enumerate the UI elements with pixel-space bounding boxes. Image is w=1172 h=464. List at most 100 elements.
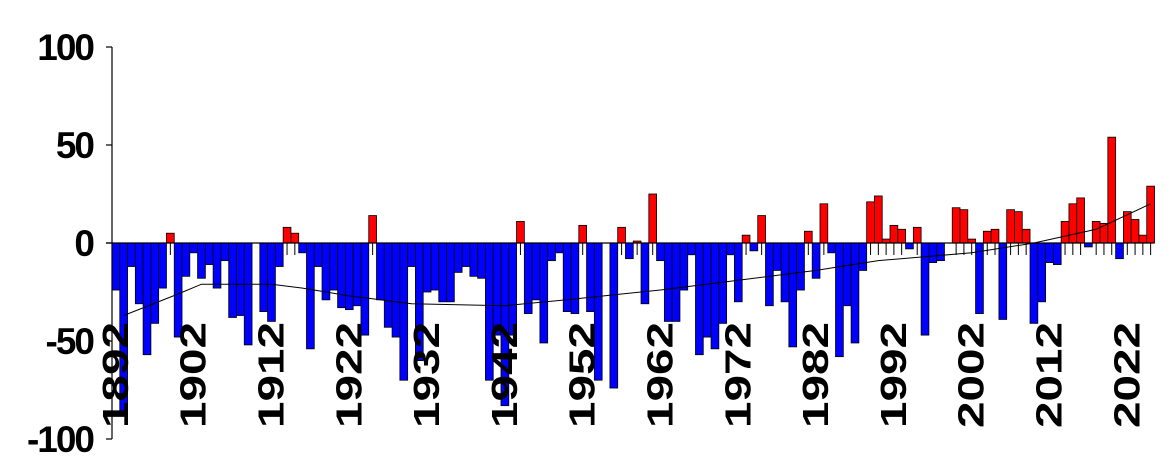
bar-1939 xyxy=(477,242,486,279)
bar-2025 xyxy=(1146,185,1155,244)
y-tick-label: 0 xyxy=(74,223,94,264)
bar-1943 xyxy=(508,242,517,336)
bar-1995 xyxy=(912,226,922,244)
bar-1981 xyxy=(804,230,813,244)
bar-1936 xyxy=(453,242,463,273)
bar-1952 xyxy=(578,224,587,244)
bar-2020 xyxy=(1107,136,1117,244)
bar-1980 xyxy=(796,242,805,291)
bar-1913 xyxy=(274,242,284,267)
bar-1918 xyxy=(313,242,323,267)
bar-1982 xyxy=(811,242,821,279)
bar-1965 xyxy=(679,242,689,291)
bar-1974 xyxy=(749,242,759,252)
x-tick-label: 1892 xyxy=(95,322,136,428)
bar-1904 xyxy=(204,242,214,265)
bar-1984 xyxy=(827,242,836,254)
bar-1958 xyxy=(625,242,634,260)
bar-1914 xyxy=(282,226,292,244)
bar-1898 xyxy=(158,242,167,289)
bar-1957 xyxy=(617,226,626,244)
bar-1934 xyxy=(438,242,447,303)
bar-1978 xyxy=(780,242,790,303)
bar-1899 xyxy=(166,232,175,244)
bar-1907 xyxy=(228,242,237,318)
bar-2009 xyxy=(1021,228,1031,244)
bar-1930 xyxy=(407,242,416,267)
bar-2016 xyxy=(1076,197,1085,244)
bar-1990 xyxy=(874,195,883,244)
bar-1901 xyxy=(181,242,191,277)
bar-1941 xyxy=(492,242,502,336)
bar-1962 xyxy=(656,242,665,262)
y-tick-label: -50 xyxy=(46,321,95,362)
bar-1921 xyxy=(337,242,346,309)
y-axis-ticks: 100 50 0 -50 -100 xyxy=(27,27,112,460)
trend-line xyxy=(123,203,1151,316)
bar-1920 xyxy=(329,242,339,291)
bar-1993 xyxy=(897,228,906,244)
bar-1949 xyxy=(555,242,564,254)
bar-1894 xyxy=(127,242,136,267)
bar-2015 xyxy=(1068,203,1078,244)
bar-1960 xyxy=(640,242,650,305)
bar-1970 xyxy=(718,242,728,324)
bar-1975 xyxy=(757,215,766,244)
x-axis-labels: 1892 1902 1912 1922 1932 1942 1952 1962 1972 1982… xyxy=(95,322,1147,428)
bar-1964 xyxy=(671,242,681,322)
bar-1922 xyxy=(344,242,354,311)
bar-1896 xyxy=(142,242,152,356)
bar-1915 xyxy=(290,232,300,244)
bar-1987 xyxy=(850,242,860,344)
bar-2011 xyxy=(1037,242,1046,303)
bar-1927 xyxy=(383,242,393,328)
bar-1906 xyxy=(220,242,230,262)
bar-2012 xyxy=(1045,242,1054,264)
bar-1926 xyxy=(376,242,385,301)
bar-1944 xyxy=(516,221,525,244)
bar-1937 xyxy=(461,242,471,267)
bar-1933 xyxy=(430,242,440,291)
bar-2018 xyxy=(1091,221,1101,244)
bar-1902 xyxy=(189,242,198,254)
bar-2014 xyxy=(1060,221,1070,244)
x-tick-label: 1942 xyxy=(484,322,525,428)
bar-1988 xyxy=(858,242,868,271)
bar-1925 xyxy=(368,215,377,244)
bar-1971 xyxy=(726,242,735,256)
bar-1897 xyxy=(150,242,160,324)
bar-1966 xyxy=(687,242,696,256)
x-tick-label: 1962 xyxy=(640,322,681,428)
x-tick-label: 2022 xyxy=(1106,322,1147,428)
bar-2007 xyxy=(1006,209,1015,244)
bar-2003 xyxy=(975,242,984,314)
y-tick-label: 50 xyxy=(56,125,95,166)
bar-1946 xyxy=(531,242,541,301)
bar-1961 xyxy=(648,193,658,244)
bar-2005 xyxy=(990,228,1000,244)
x-tick-label: 1972 xyxy=(717,322,758,428)
bar-1963 xyxy=(663,242,673,322)
bar-1916 xyxy=(298,242,307,254)
x-tick-label: 2012 xyxy=(1029,322,1070,428)
bar-1903 xyxy=(197,242,206,279)
bar-1953 xyxy=(586,242,595,312)
bar-1892 xyxy=(111,242,121,291)
bar-1994 xyxy=(905,242,914,250)
bar-1932 xyxy=(422,242,432,293)
bar-1938 xyxy=(469,242,479,277)
bar-1935 xyxy=(446,242,455,303)
bar-1998 xyxy=(936,242,945,262)
bar-1986 xyxy=(842,242,852,307)
bar-1956 xyxy=(609,242,619,389)
x-tick-label: 1992 xyxy=(873,322,914,428)
bar-1997 xyxy=(928,242,938,264)
bar-2006 xyxy=(998,242,1008,320)
bar-1992 xyxy=(889,224,899,244)
bar-1951 xyxy=(570,242,580,314)
bar-2024 xyxy=(1138,234,1148,244)
bar-1976 xyxy=(765,242,774,307)
bar-2021 xyxy=(1115,242,1124,260)
